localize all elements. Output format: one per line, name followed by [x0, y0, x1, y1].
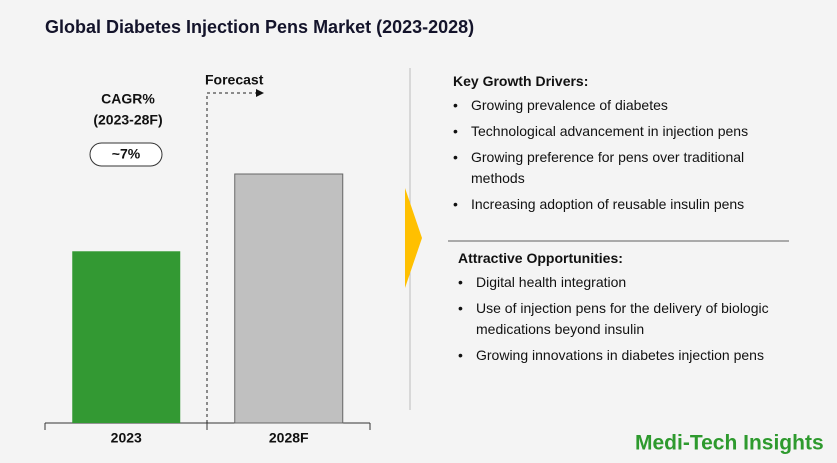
drivers-title: Key Growth Drivers:	[453, 73, 589, 89]
arrow-head	[256, 89, 264, 97]
brand: Medi-Tech Insights	[635, 432, 824, 455]
cagr-label: CAGR%	[101, 91, 155, 107]
bullet-item: Growing prevalence of diabetes	[453, 95, 763, 116]
bullet-item: Use of injection pens for the delivery o…	[458, 298, 776, 340]
bar	[72, 251, 181, 423]
cagr-value: ~7%	[112, 146, 141, 162]
forecast-divider	[206, 92, 258, 423]
bullet-item: Increasing adoption of reusable insulin …	[453, 194, 763, 215]
opportunities-title: Attractive Opportunities:	[458, 250, 623, 266]
bullet-item: Technological advancement in injection p…	[453, 121, 763, 142]
opportunities-panel: Attractive Opportunities: Digital health…	[458, 250, 776, 371]
bullet-item: Digital health integration	[458, 272, 776, 293]
opportunities-list: Digital health integration Use of injecti…	[458, 272, 776, 366]
chevron	[405, 188, 422, 288]
x-tick-label: 2023	[111, 430, 142, 446]
bullet-item: Growing preference for pens over traditi…	[453, 147, 763, 189]
bar	[234, 173, 344, 424]
x-tick-label: 2028F	[269, 430, 309, 446]
drivers-list: Growing prevalence of diabetes Technologi…	[453, 95, 763, 215]
forecast-label: Forecast	[205, 72, 264, 88]
drivers-panel: Key Growth Drivers: Growing prevalence o…	[453, 73, 763, 220]
chart-title: Global Diabetes Injection Pens Market (2…	[45, 17, 474, 37]
cagr-pill	[89, 142, 163, 167]
cagr-period: (2023-28F)	[93, 112, 162, 128]
bullet-item: Growing innovations in diabetes injectio…	[458, 345, 776, 366]
